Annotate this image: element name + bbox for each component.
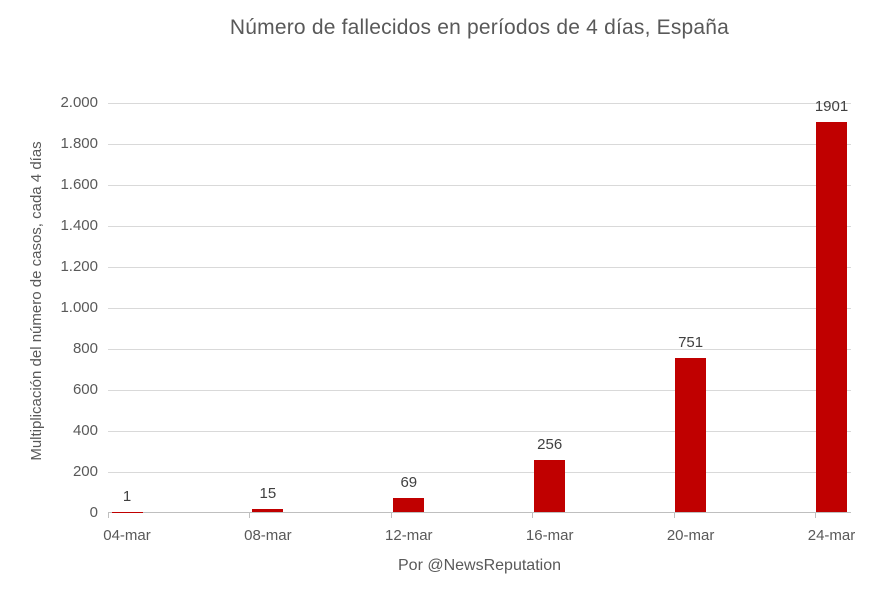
x-axis-title: Por @NewsReputation xyxy=(398,557,561,574)
y-tick-label: 2.000 xyxy=(60,94,98,111)
bar xyxy=(534,459,566,512)
x-axis-tick xyxy=(674,513,675,518)
gridline xyxy=(108,144,851,145)
gridline xyxy=(108,431,851,432)
gridline xyxy=(108,308,851,309)
x-category-label: 04-mar xyxy=(103,527,151,544)
x-axis-category-labels: 04-mar 08-mar 12-mar 16-mar 20-mar 24-mar xyxy=(103,527,855,547)
x-category-label: 12-mar xyxy=(385,527,433,544)
x-axis-tick xyxy=(249,513,250,518)
chart-title: Número de fallecidos en períodos de 4 dí… xyxy=(229,16,730,39)
bar-value-label: 15 xyxy=(259,484,277,502)
x-axis-tick xyxy=(532,513,533,518)
gridline xyxy=(108,267,851,268)
bar-value-label: 751 xyxy=(678,334,704,352)
y-tick-label: 0 xyxy=(89,504,98,521)
gridline xyxy=(108,349,851,350)
bar-value-label: 1901 xyxy=(814,98,849,116)
x-category-label: 24-mar xyxy=(807,527,856,544)
bar-value-label: 69 xyxy=(400,473,418,491)
y-tick-label: 400 xyxy=(72,422,98,439)
y-tick-label: 1.800 xyxy=(60,135,98,152)
x-axis-tick xyxy=(108,513,109,518)
y-tick-label: 800 xyxy=(72,340,98,357)
y-tick-label: 1.600 xyxy=(60,176,98,193)
x-axis-tick xyxy=(815,513,816,518)
bar-value-label: 1 xyxy=(122,487,132,505)
bar xyxy=(393,497,425,512)
x-category-label: 16-mar xyxy=(525,527,574,544)
bar xyxy=(675,358,707,512)
bar xyxy=(816,122,847,512)
gridline xyxy=(108,472,851,473)
x-category-label: 20-mar xyxy=(666,527,715,544)
plot-area: 1 15 69 256 751 1901 xyxy=(108,98,851,518)
gridline xyxy=(108,390,851,391)
y-tick-label: 1.200 xyxy=(60,258,98,275)
gridline xyxy=(108,185,851,186)
y-tick-label: 1.400 xyxy=(60,217,98,234)
y-tick-label: 1.000 xyxy=(60,299,98,316)
y-tick-label: 200 xyxy=(72,463,98,480)
y-tick-label: 600 xyxy=(72,381,98,398)
gridline xyxy=(108,226,851,227)
bar-value-label: 256 xyxy=(537,435,563,453)
x-axis-tick xyxy=(391,513,392,518)
gridline xyxy=(108,103,851,104)
bar xyxy=(252,508,284,512)
x-category-label: 08-mar xyxy=(244,527,292,544)
